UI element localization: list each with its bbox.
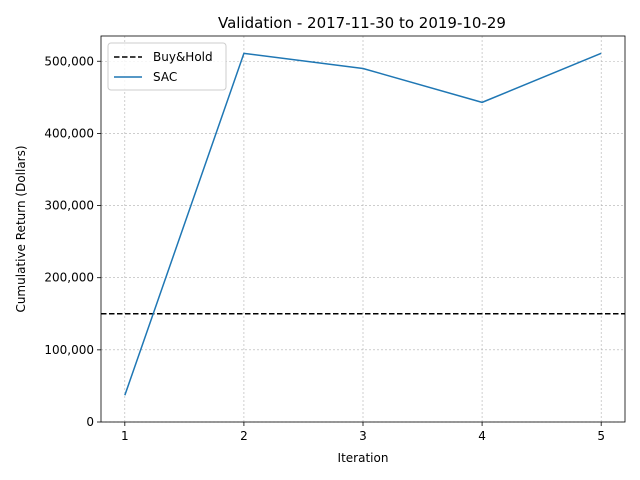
chart-title: Validation - 2017-11-30 to 2019-10-29 xyxy=(218,14,506,32)
legend: Buy&Hold SAC xyxy=(107,42,227,91)
legend-label: Buy&Hold xyxy=(153,50,213,64)
y-axis-label: Cumulative Return (Dollars) xyxy=(14,145,28,312)
x-tick-label: 2 xyxy=(240,429,248,443)
x-tick-label: 3 xyxy=(359,429,367,443)
legend-box xyxy=(107,42,227,91)
y-tick-label: 500,000 xyxy=(44,54,94,68)
y-tick-label: 200,000 xyxy=(44,271,94,285)
legend-label: SAC xyxy=(153,70,177,84)
x-axis-label: Iteration xyxy=(338,451,389,465)
y-tick-label: 400,000 xyxy=(44,126,94,140)
series-layer xyxy=(101,52,625,396)
y-tick-label: 100,000 xyxy=(44,343,94,357)
grid-layer xyxy=(101,36,625,423)
y-tick-label: 0 xyxy=(86,415,94,429)
x-tick-label: 4 xyxy=(478,429,486,443)
y-tick-label: 300,000 xyxy=(44,199,94,213)
x-tick-label: 1 xyxy=(121,429,129,443)
plot-frame xyxy=(100,35,626,423)
series-line-sac xyxy=(124,52,602,396)
x-tick-label: 5 xyxy=(597,429,605,443)
ticks-layer: 1 2 3 4 5 0 100,000 200,000 300,000 400,000 500,00… xyxy=(44,54,605,443)
